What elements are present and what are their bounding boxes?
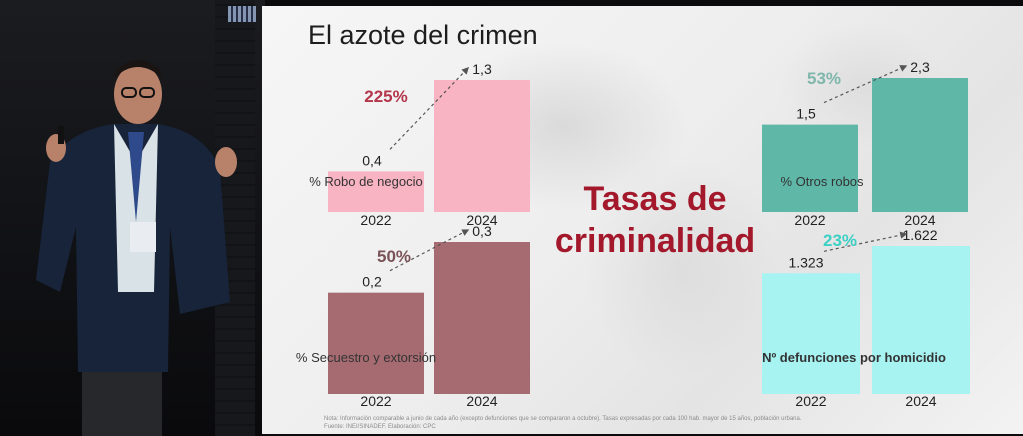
secuestro-y-extorsion-value-label-2024: 0,3	[472, 223, 492, 239]
footnote-line1: Nota: Información comparable a junio de …	[324, 416, 802, 422]
center-title: Tasas de criminalidad	[530, 178, 780, 262]
otros-robos-value-label-2024: 2,3	[910, 59, 930, 75]
robo-de-negocio-chart-title: % Robo de negocio	[309, 174, 422, 189]
secuestro-y-extorsion-category-label-2022: 2022	[360, 393, 391, 409]
charts-canvas: 0,4 2022 1,3 2024 225% % Robo de negocio 0,2 20…	[296, 59, 970, 409]
secuestro-y-extorsion-category-label-2024: 2024	[466, 393, 497, 409]
n-defunciones-por-homicidio-value-label-2024: 1.622	[902, 227, 937, 243]
robo-de-negocio-bar-2022	[328, 171, 424, 212]
secuestro-y-extorsion-bar-2024	[434, 242, 530, 394]
center-title-line2: criminalidad	[554, 222, 756, 260]
n-defunciones-por-homicidio-category-label-2022: 2022	[795, 393, 826, 409]
secuestro-y-extorsion-chart-title: % Secuestro y extorsión	[296, 350, 436, 365]
secuestro-y-extorsion-change-label: 50%	[377, 247, 411, 266]
robo-de-negocio-category-label-2024: 2024	[466, 212, 497, 228]
n-defunciones-por-homicidio-change-label: 23%	[823, 231, 857, 250]
otros-robos-bar-2024	[872, 78, 968, 212]
slide-title: El azote del crimen	[308, 20, 538, 50]
secuestro-y-extorsion-change-arrow	[389, 229, 470, 272]
robo-de-negocio-value-label-2024: 1,3	[472, 61, 492, 77]
otros-robos-chart-title: % Otros robos	[780, 174, 864, 189]
n-defunciones-por-homicidio-bar-2022	[762, 273, 860, 394]
otros-robos-change-arrow	[823, 65, 908, 104]
n-defunciones-por-homicidio-change-arrow	[823, 231, 908, 252]
speaker-figure	[36, 60, 237, 436]
center-title-line1: Tasas de	[583, 180, 727, 218]
footnote-line2: Fuente: INEI/SINADEF. Elaboración: CPC	[324, 424, 436, 430]
secuestro-y-extorsion-value-label-2022: 0,2	[362, 274, 382, 290]
n-defunciones-por-homicidio-value-label-2022: 1.323	[788, 254, 823, 270]
robo-de-negocio-value-label-2022: 0,4	[362, 152, 382, 168]
n-defunciones-por-homicidio-category-label-2024: 2024	[905, 393, 936, 409]
footnote: Nota: Información comparable a junio de …	[324, 415, 802, 431]
n-defunciones-por-homicidio-bar-2024	[872, 246, 970, 394]
otros-robos-change-label: 53%	[807, 69, 841, 88]
secuestro-y-extorsion-bar-2022	[328, 292, 424, 394]
robo-de-negocio-category-label-2022: 2022	[360, 212, 391, 228]
presentation-slide: El azote del crimen Tasas de criminalida…	[262, 6, 1023, 434]
stage-video-area	[0, 0, 265, 436]
otros-robos-value-label-2022: 1,5	[796, 106, 816, 122]
robo-de-negocio-bar-2024	[434, 80, 530, 212]
otros-robos-category-label-2024: 2024	[904, 212, 935, 228]
otros-robos-category-label-2022: 2022	[794, 212, 825, 228]
robo-de-negocio-change-arrow	[389, 66, 469, 150]
n-defunciones-por-homicidio-chart-title: Nº defunciones por homicidio	[762, 350, 946, 365]
stage-light	[228, 6, 256, 22]
otros-robos-bar-2022	[762, 124, 858, 212]
robo-de-negocio-change-label: 225%	[364, 87, 407, 106]
